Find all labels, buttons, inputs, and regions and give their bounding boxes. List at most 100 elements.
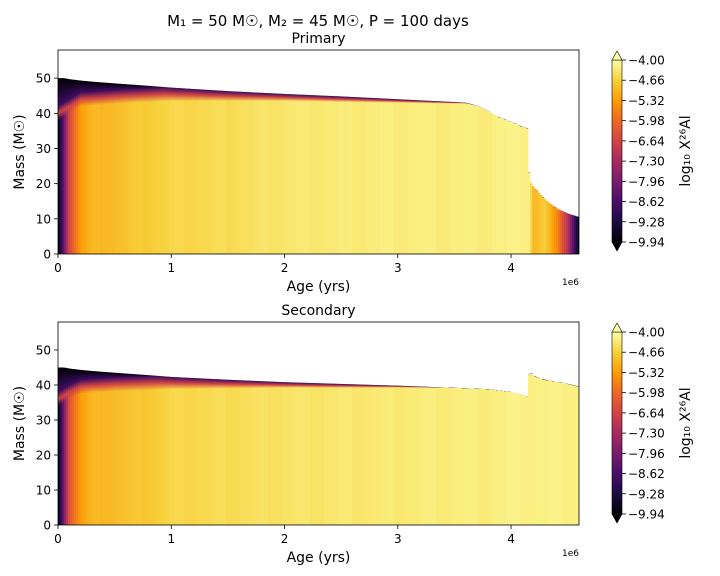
heatmap-column [388, 98, 391, 254]
heatmap-column [458, 387, 461, 525]
heatmap-column [416, 386, 419, 525]
heatmap-column [120, 373, 123, 525]
heatmap-column [434, 101, 437, 254]
heatmap-column [116, 83, 119, 254]
heatmap-column [448, 387, 451, 525]
heatmap-column [446, 101, 449, 254]
heatmap-column [380, 98, 383, 254]
heatmap-column [62, 367, 65, 525]
heatmap-column [374, 98, 377, 254]
heatmap-column [206, 89, 209, 254]
y-tick-label: 10 [36, 484, 51, 498]
heatmap-column [272, 93, 275, 254]
heatmap-column [146, 85, 149, 254]
heatmap-column [318, 383, 321, 525]
heatmap-column [236, 91, 239, 254]
x-tick-label: 3 [394, 532, 402, 546]
heatmap-column [210, 90, 213, 254]
heatmap-column [476, 105, 479, 254]
heatmap-column [562, 211, 565, 254]
heatmap-column [246, 92, 249, 254]
heatmap-column [564, 212, 567, 254]
heatmap-column [340, 96, 343, 254]
heatmap-column [494, 115, 497, 254]
heatmap-column [378, 385, 381, 525]
heatmap-column [424, 100, 427, 254]
heatmap-column [344, 384, 347, 525]
heatmap-column [276, 381, 279, 525]
heatmap-column [100, 371, 103, 525]
y-tick-label: 40 [36, 107, 51, 121]
heatmap-column [158, 376, 161, 525]
heatmap-column [170, 376, 173, 525]
heatmap-column [362, 384, 365, 525]
heatmap-column [432, 100, 435, 254]
colorbar-label: log₁₀ X²⁶Al [678, 387, 694, 458]
heatmap-column [560, 382, 563, 525]
heatmap-column [190, 377, 193, 525]
heatmap-column [244, 92, 247, 254]
heatmap-column [212, 379, 215, 525]
heatmap-column [500, 118, 503, 254]
heatmap-column [442, 387, 445, 525]
heatmap-column [178, 88, 181, 254]
x-tick-label: 2 [281, 532, 289, 546]
heatmap-column [392, 385, 395, 525]
heatmap-column [490, 389, 493, 525]
heatmap-column [490, 112, 493, 254]
heatmap-column [394, 99, 397, 254]
heatmap-column [474, 105, 477, 254]
heatmap-column [304, 382, 307, 525]
heatmap-column [130, 84, 133, 254]
heatmap-column [284, 382, 287, 525]
colorbar-extend-bottom [611, 241, 623, 252]
heatmap-column [138, 85, 141, 254]
axes-frame [57, 49, 580, 255]
heatmap-column [122, 373, 125, 525]
heatmap-column [452, 387, 455, 525]
heatmap-column [382, 385, 385, 525]
heatmap-column [250, 380, 253, 525]
heatmap-column [226, 91, 229, 254]
heatmap-column [322, 383, 325, 525]
heatmap-column [424, 386, 427, 525]
heatmap-column [176, 87, 179, 254]
heatmap-column [222, 379, 225, 525]
heatmap-column [254, 380, 257, 525]
heatmap-column [128, 84, 131, 254]
heatmap-column [88, 370, 91, 525]
heatmap-column [180, 88, 183, 254]
heatmap-column [320, 383, 323, 525]
heatmap-column [552, 205, 555, 254]
heatmap-column [292, 382, 295, 525]
x-axis-label: Age (yrs) [287, 550, 351, 566]
heatmap-column [398, 385, 401, 525]
heatmap-column [152, 86, 155, 254]
heatmap-column [208, 378, 211, 525]
heatmap-column [534, 376, 537, 525]
heatmap-column [456, 387, 459, 525]
heatmap-column [392, 99, 395, 254]
heatmap-column [342, 384, 345, 525]
heatmap-column [426, 100, 429, 254]
heatmap-column [548, 202, 551, 254]
heatmap-column [132, 84, 135, 254]
heatmap-column [108, 372, 111, 525]
heatmap-column [430, 386, 433, 525]
heatmap-column [308, 382, 311, 525]
heatmap-column [208, 89, 211, 254]
colorbar-body [611, 59, 623, 243]
heatmap-column [516, 124, 519, 254]
heatmap-column [274, 93, 277, 254]
heatmap-column [432, 387, 435, 525]
heatmap-column [248, 92, 251, 254]
heatmap-column [524, 127, 527, 254]
heatmap-column [220, 90, 223, 254]
heatmap-column [542, 197, 545, 254]
heatmap-column [394, 385, 397, 525]
heatmap-column [446, 387, 449, 525]
heatmap-column [312, 95, 315, 254]
heatmap-column [250, 92, 253, 254]
heatmap-column [438, 387, 441, 525]
